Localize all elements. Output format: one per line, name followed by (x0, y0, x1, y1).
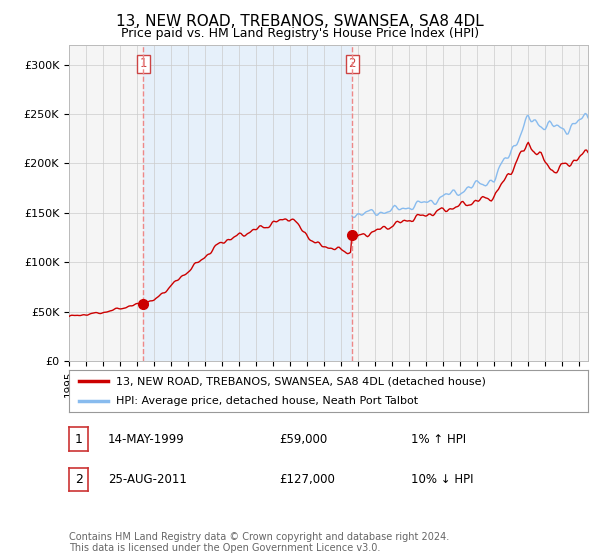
Text: 1: 1 (74, 432, 83, 446)
Bar (143, 45, 352, 361)
Text: 14-MAY-1999: 14-MAY-1999 (108, 432, 185, 446)
Text: HPI: Average price, detached house, Neath Port Talbot: HPI: Average price, detached house, Neat… (116, 396, 418, 406)
Text: 1: 1 (140, 58, 147, 71)
Text: 2: 2 (349, 58, 356, 71)
Text: 13, NEW ROAD, TREBANOS, SWANSEA, SA8 4DL: 13, NEW ROAD, TREBANOS, SWANSEA, SA8 4DL (116, 14, 484, 29)
Text: 13, NEW ROAD, TREBANOS, SWANSEA, SA8 4DL (detached house): 13, NEW ROAD, TREBANOS, SWANSEA, SA8 4DL… (116, 376, 485, 386)
Text: £59,000: £59,000 (279, 432, 327, 446)
Text: £127,000: £127,000 (279, 473, 335, 486)
Text: 25-AUG-2011: 25-AUG-2011 (108, 473, 187, 486)
Text: 10% ↓ HPI: 10% ↓ HPI (411, 473, 473, 486)
Text: Contains HM Land Registry data © Crown copyright and database right 2024.
This d: Contains HM Land Registry data © Crown c… (69, 531, 449, 553)
Text: Price paid vs. HM Land Registry's House Price Index (HPI): Price paid vs. HM Land Registry's House … (121, 27, 479, 40)
Text: 2: 2 (74, 473, 83, 486)
Text: 1% ↑ HPI: 1% ↑ HPI (411, 432, 466, 446)
